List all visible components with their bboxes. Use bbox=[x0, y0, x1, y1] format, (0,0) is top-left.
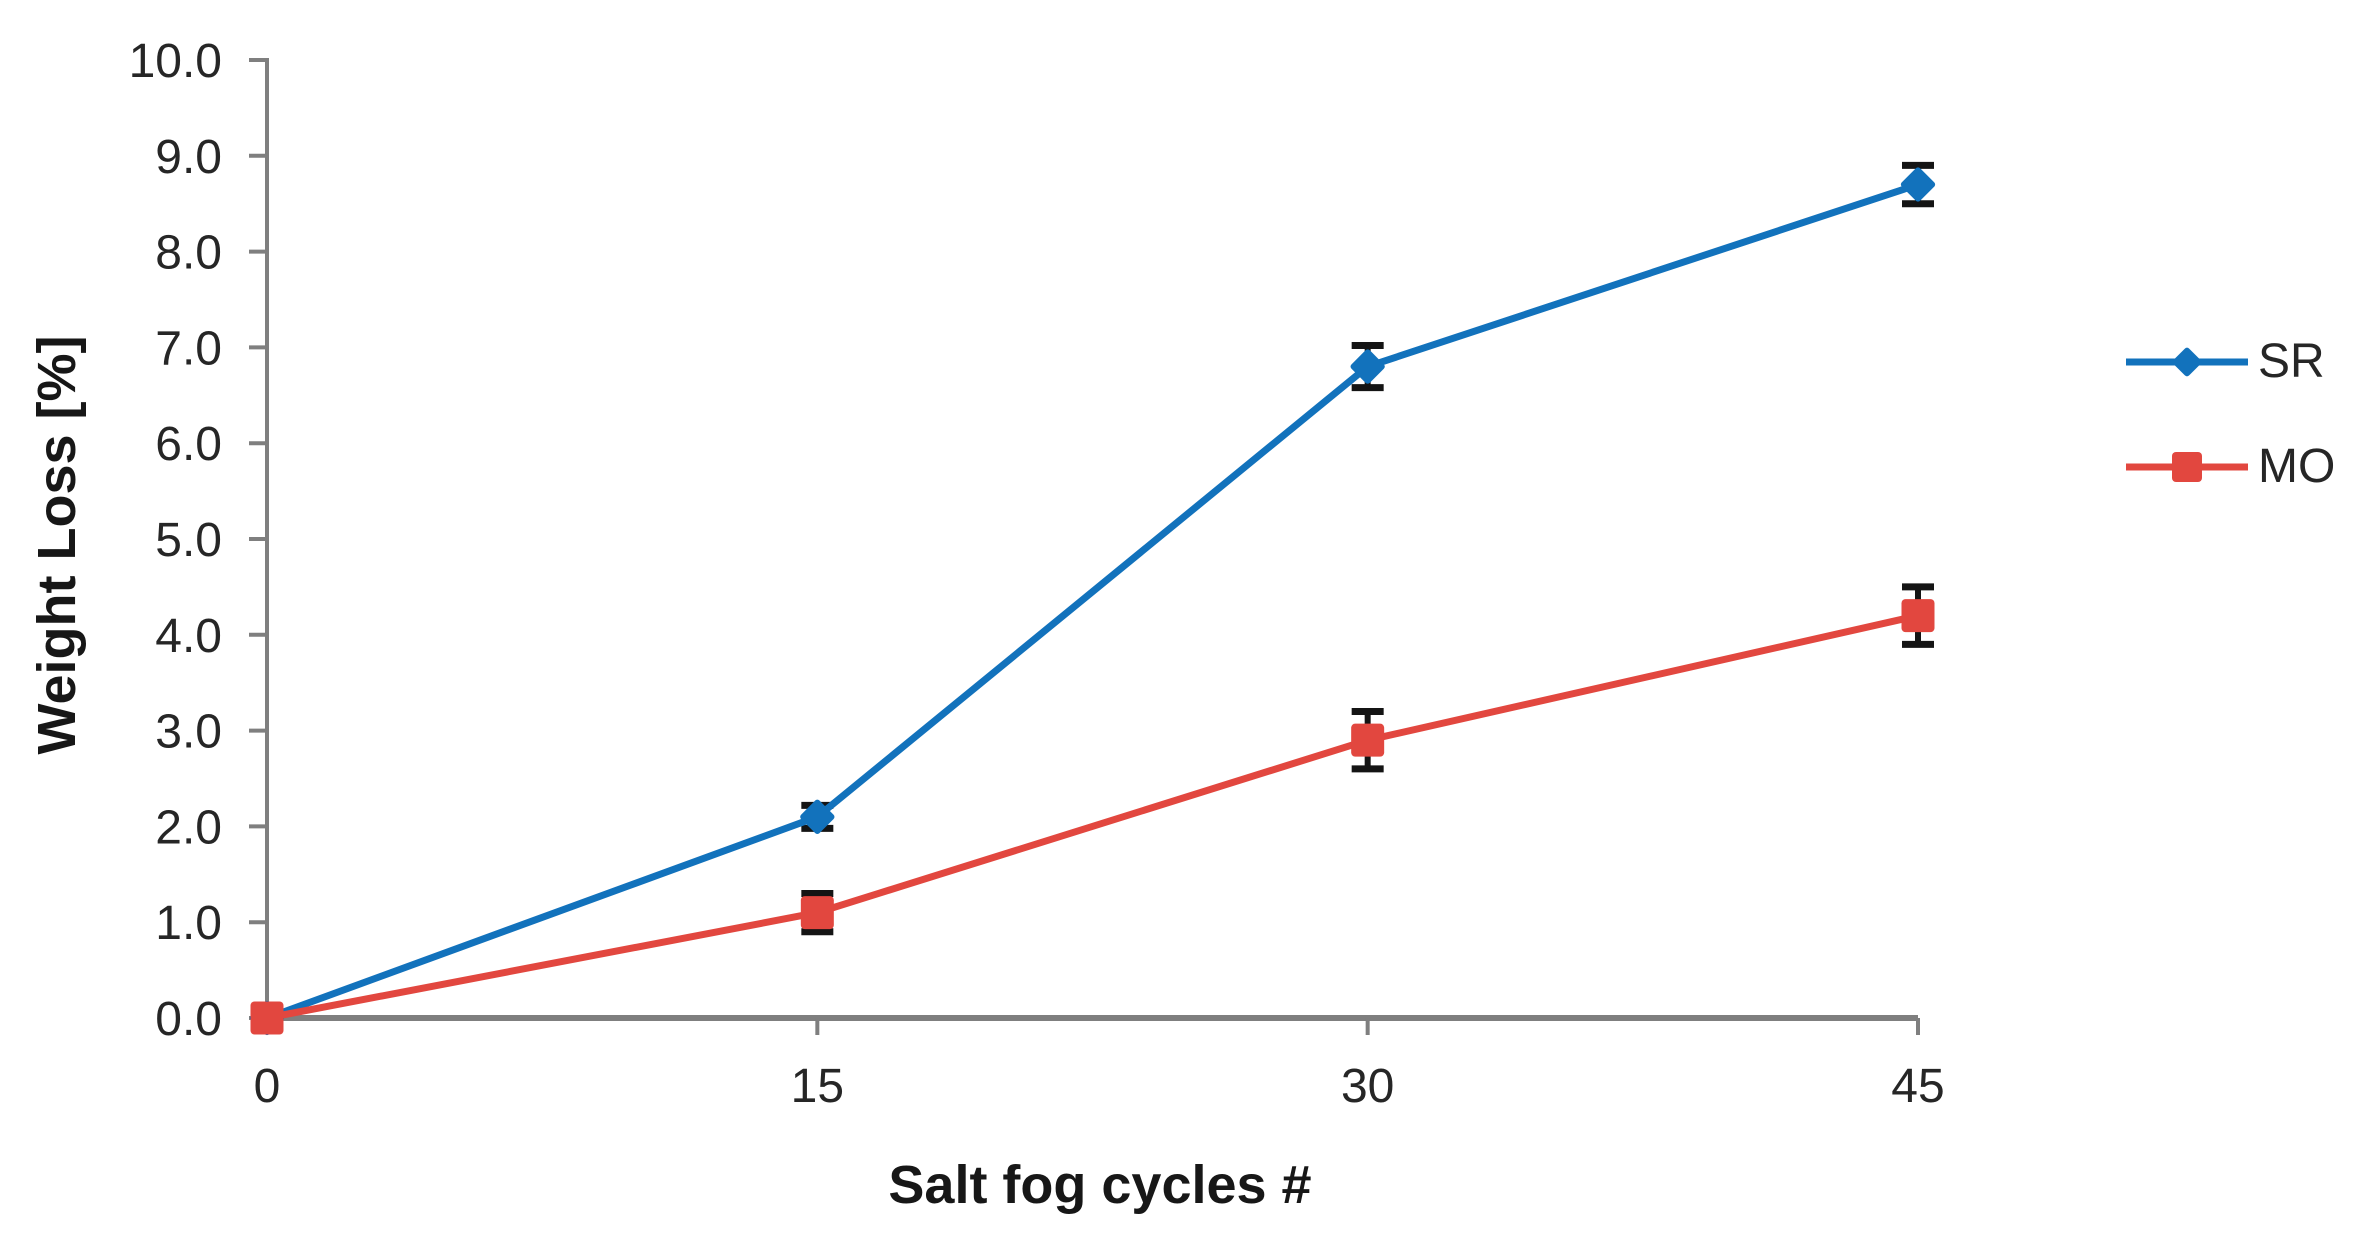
x-tick-label: 30 bbox=[1341, 1060, 1394, 1113]
y-tick-label: 6.0 bbox=[155, 418, 222, 471]
legend-label-sr: SR bbox=[2258, 335, 2325, 388]
mo-marker bbox=[1901, 599, 1935, 633]
mo-marker bbox=[250, 1001, 284, 1035]
sr-marker bbox=[1900, 167, 1936, 202]
mo-marker bbox=[1351, 723, 1385, 757]
mo-series-marker-icon bbox=[2126, 452, 2248, 482]
y-tick-label: 9.0 bbox=[155, 131, 222, 184]
y-axis-title: Weight Loss [%] bbox=[27, 335, 87, 755]
y-tick-label: 2.0 bbox=[155, 801, 222, 854]
y-tick-label: 0.0 bbox=[155, 993, 222, 1046]
x-tick-label: 45 bbox=[1891, 1060, 1944, 1113]
sr-series-line bbox=[263, 181, 1922, 1022]
y-tick-label: 3.0 bbox=[155, 706, 222, 759]
x-tick-label: 15 bbox=[791, 1060, 844, 1113]
legend-item-mo: MO bbox=[2126, 427, 2335, 507]
mo-marker bbox=[800, 896, 834, 930]
sr-marker bbox=[800, 799, 835, 834]
y-tick-label: 8.0 bbox=[155, 227, 222, 280]
x-tick-label: 0 bbox=[254, 1060, 281, 1113]
y-tick-label: 1.0 bbox=[155, 897, 222, 950]
y-tick-label: 10.0 bbox=[129, 35, 222, 88]
y-tick-label: 5.0 bbox=[155, 514, 222, 567]
legend-label-mo: MO bbox=[2258, 440, 2336, 493]
mo-series-line bbox=[263, 612, 1922, 1022]
sr-series-marker-icon bbox=[2126, 347, 2248, 377]
y-tick-label: 7.0 bbox=[155, 322, 222, 375]
y-tick-label: 4.0 bbox=[155, 610, 222, 663]
sr-marker bbox=[1350, 349, 1385, 384]
x-axis-title: Salt fog cycles # bbox=[888, 1155, 1312, 1215]
legend-item-sr: SR bbox=[2126, 322, 2325, 402]
